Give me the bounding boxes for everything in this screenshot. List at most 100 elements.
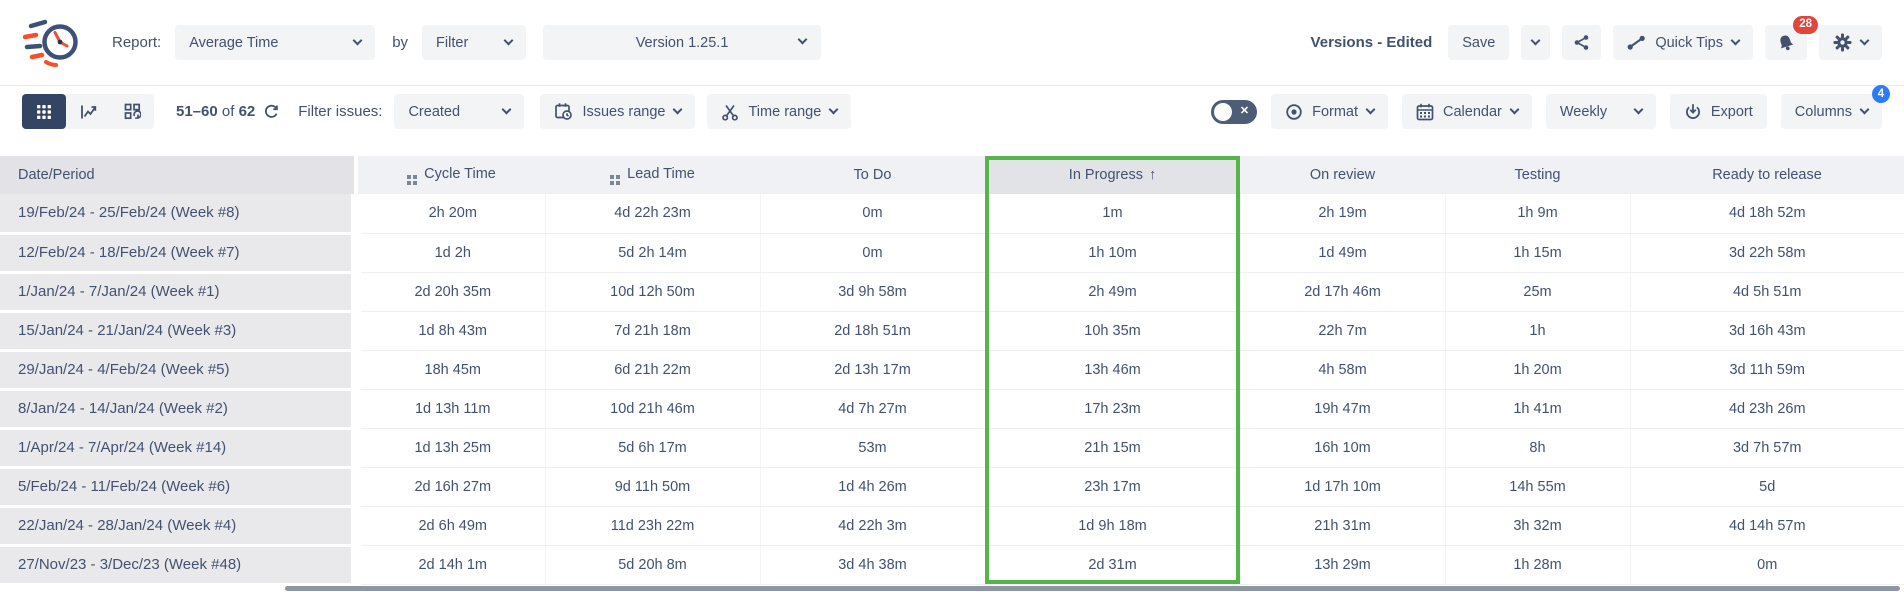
column-label: Cycle Time [424,165,496,182]
chevron-down-icon [1509,104,1520,115]
time-cell: 18h 45m [356,350,546,390]
notifications-button[interactable]: 28 [1765,16,1818,60]
format-label: Format [1312,103,1359,120]
column-header-lead-time[interactable]: Lead Time [545,156,760,194]
column-label: Lead Time [627,165,695,182]
time-cell: 7d 21h 18m [545,311,761,351]
column-header-in-progress[interactable]: In Progress ↑ [985,156,1240,194]
column-header-ready-to-release[interactable]: Ready to release [1630,156,1904,194]
time-cell: 4d 5h 51m [1630,272,1904,312]
format-button[interactable]: Format [1271,94,1389,129]
time-cell: 1d 4h 26m [760,467,986,507]
time-cell: 9d 11h 50m [545,467,761,507]
time-range-button[interactable]: Time range [707,94,852,129]
period-select[interactable]: Weekly [1545,94,1656,129]
settings-button[interactable] [1819,25,1882,60]
chart-view-button[interactable] [66,94,110,129]
time-cell: 25m [1445,272,1631,312]
column-header-cycle-time[interactable]: Cycle Time [356,156,545,194]
time-cell: 53m [760,428,986,468]
share-button[interactable] [1562,25,1602,60]
column-header-to-do[interactable]: To Do [760,156,985,194]
toggle-knob [1214,102,1233,121]
horizontal-scrollbar[interactable] [285,586,1900,591]
report-type-select[interactable]: Average Time [175,25,376,60]
time-cell: 2d 6h 49m [356,506,546,546]
version-value: Version 1.25.1 [635,34,729,51]
top-bar: Report: Average Time by Filter Version 1… [0,0,1904,86]
view-switcher [22,94,154,129]
time-cell: 1h 28m [1445,545,1631,585]
toggle-off-icon: ✕ [1239,104,1250,117]
share-icon [1573,34,1590,51]
grid-view-button[interactable] [22,94,66,129]
time-cell: 1d 13h 11m [356,389,546,429]
chevron-down-icon [1859,35,1870,46]
export-label: Export [1710,103,1753,120]
chevron-down-icon [352,35,363,46]
gear-icon [1833,33,1852,52]
time-cell: 22h 7m [1240,311,1446,351]
pivot-table-icon [124,103,141,120]
download-icon [1684,103,1702,121]
time-cell: 1h 9m [1445,194,1631,234]
column-header-date-period[interactable]: Date/Period [0,156,358,194]
chevron-down-icon [1730,35,1741,46]
table-row: 1/Jan/24 - 7/Jan/24 (Week #1) 2d 20h 35m 1… [0,272,1904,313]
time-range-label: Time range [748,103,822,120]
time-cell: 1d 8h 43m [356,311,546,351]
saved-view-name: Versions - Edited [1310,34,1433,51]
grid-view-icon [36,104,52,120]
version-select[interactable]: Version 1.25.1 [543,25,822,60]
time-cell: 4d 14h 57m [1630,506,1904,546]
table-row: 22/Jan/24 - 28/Jan/24 (Week #4) 2d 6h 49m… [0,506,1904,547]
grid-icon [610,174,621,185]
refresh-icon[interactable] [263,103,280,120]
table-row: 15/Jan/24 - 21/Jan/24 (Week #3) 1d 8h 43m… [0,311,1904,352]
time-cell: 3d 16h 43m [1630,311,1904,351]
pivot-view-button[interactable] [110,94,154,129]
time-cell: 0m [760,233,986,273]
time-cell: 1d 9h 18m [985,506,1241,546]
trend-icon [1627,35,1646,50]
quick-tips-button[interactable]: Quick Tips [1613,25,1753,60]
period-cell: 1/Apr/24 - 7/Apr/24 (Week #14) [0,428,361,469]
filter-field-value: Created [408,103,461,120]
notifications-badge: 28 [1793,16,1818,34]
export-button[interactable]: Export [1669,94,1767,129]
chevron-down-icon [828,104,839,115]
pagination-range: 51–60 [176,103,218,120]
column-header-testing[interactable]: Testing [1445,156,1630,194]
save-options-button[interactable] [1521,25,1551,60]
time-cell: 3d 4h 38m [760,545,986,585]
time-cell: 10d 12h 50m [545,272,761,312]
column-header-on-review[interactable]: On review [1240,156,1445,194]
time-cell: 4d 18h 52m [1630,194,1904,234]
group-by-select[interactable]: Filter [422,25,527,60]
columns-button[interactable]: Columns 4 [1780,85,1890,129]
chevron-down-icon [1633,104,1644,115]
report-table-wrap: Date/Period Cycle Time Lead Time To Do In Pr… [0,156,1904,586]
time-cell: 5d [1630,467,1904,507]
time-cell: 2d 18h 51m [760,311,986,351]
time-cell: 2d 20h 35m [356,272,546,312]
quick-tips-label: Quick Tips [1655,34,1723,51]
column-label: On review [1309,167,1376,183]
time-cell: 1d 49m [1240,233,1446,273]
time-cell: 17h 23m [985,389,1241,429]
period-value: Weekly [1559,103,1608,120]
time-cell: 14h 55m [1445,467,1631,507]
calendar-button[interactable]: Calendar [1402,94,1532,129]
column-label: To Do [853,167,892,183]
report-table: Date/Period Cycle Time Lead Time To Do In Pr… [0,156,1904,586]
save-button[interactable]: Save [1448,25,1510,60]
bell-icon [1776,33,1796,53]
empty-values-toggle[interactable]: ✕ [1211,99,1258,124]
time-cell: 8h [1445,428,1631,468]
issues-range-button[interactable]: Issues range [540,94,696,129]
sort-asc-icon: ↑ [1148,167,1157,183]
group-by-value: Filter [436,34,469,51]
time-cell: 1h 10m [985,233,1241,273]
period-cell: 27/Nov/23 - 3/Dec/23 (Week #48) [0,545,361,586]
filter-field-select[interactable]: Created [394,94,525,129]
